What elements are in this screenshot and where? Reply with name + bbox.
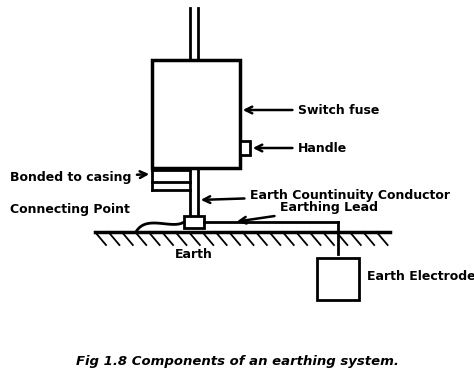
Text: Bonded to casing: Bonded to casing — [10, 171, 146, 184]
Text: Switch fuse: Switch fuse — [246, 104, 379, 116]
Bar — [184, 216, 204, 228]
Text: Earthing Lead: Earthing Lead — [239, 202, 378, 223]
Bar — [152, 60, 240, 168]
Text: Earth: Earth — [175, 248, 213, 262]
Text: Handle: Handle — [255, 141, 347, 154]
Bar — [240, 141, 250, 155]
Text: Connecting Point: Connecting Point — [10, 204, 130, 217]
Text: Earth Electrode: Earth Electrode — [367, 270, 474, 283]
Text: Earth Countinuity Conductor: Earth Countinuity Conductor — [203, 189, 450, 203]
Text: Fig 1.8 Components of an earthing system.: Fig 1.8 Components of an earthing system… — [75, 356, 399, 369]
Bar — [317, 258, 359, 300]
